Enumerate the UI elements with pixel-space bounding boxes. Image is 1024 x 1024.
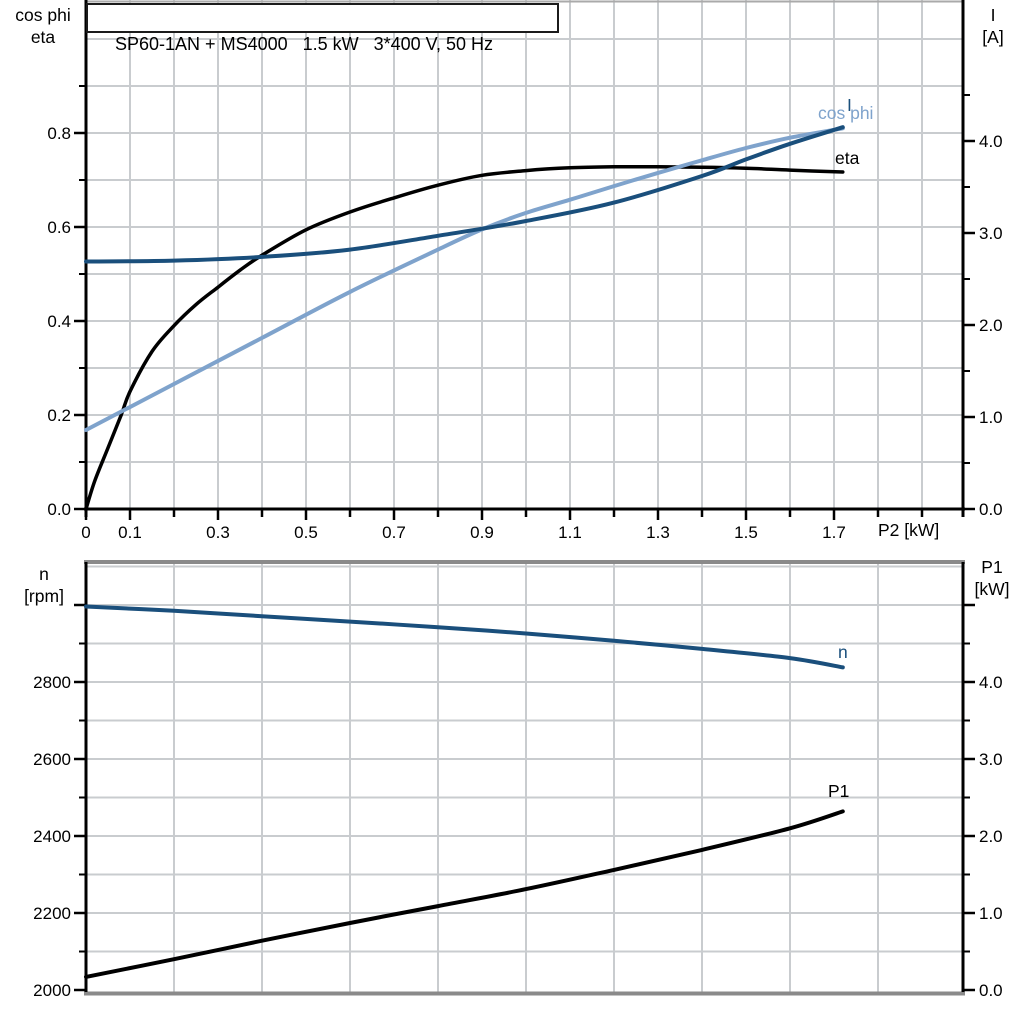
right-tick-label: 0.0 xyxy=(979,981,1003,1000)
right-tick-label: 3.0 xyxy=(979,750,1003,769)
curve-eta xyxy=(84,165,845,511)
left-tick-label: 2800 xyxy=(33,673,71,692)
bottom-left-axis-label: n [rpm] xyxy=(6,563,82,607)
left-tick-label: 0.0 xyxy=(47,500,71,519)
current-curve-label: I xyxy=(847,95,852,115)
left-tick-label: 0.8 xyxy=(47,124,71,143)
curve-I xyxy=(84,125,845,264)
p1-curve-label: P1 xyxy=(828,781,850,801)
x-tick-label: 0 xyxy=(81,523,90,542)
right-tick-label: 2.0 xyxy=(979,316,1003,335)
left-tick-label: 2000 xyxy=(33,981,71,1000)
x-tick-label: 1.1 xyxy=(558,523,582,542)
top-left-axis-line2: eta xyxy=(30,27,56,47)
right-tick-label: 4.0 xyxy=(979,673,1003,692)
left-tick-label: 2200 xyxy=(33,904,71,923)
x-tick-label: 0.9 xyxy=(470,523,494,542)
curve-P1 xyxy=(84,809,845,979)
x-tick-label: 1.7 xyxy=(822,523,846,542)
right-tick-label: 0.0 xyxy=(979,500,1003,519)
x-axis-title: P2 [kW] xyxy=(878,520,940,540)
bottom-left-axis-line1: n xyxy=(39,564,49,584)
curve-n xyxy=(84,604,845,670)
x-tick-label: 0.7 xyxy=(382,523,406,542)
x-tick-label: 1.5 xyxy=(734,523,758,542)
x-tick-label: 0.1 xyxy=(118,523,142,542)
right-tick-label: 2.0 xyxy=(979,827,1003,846)
right-tick-label: 1.0 xyxy=(979,904,1003,923)
left-tick-label: 2600 xyxy=(33,750,71,769)
left-tick-label: 0.6 xyxy=(47,218,71,237)
cos-phi-curve-label: cos phi xyxy=(818,103,874,123)
top-left-axis-line1: cos phi xyxy=(15,5,71,25)
left-tick-label: 0.4 xyxy=(47,312,71,331)
top-right-axis-line1: I xyxy=(990,5,996,25)
speed-curve-label: n xyxy=(838,642,848,662)
curve-cos_phi xyxy=(84,126,845,432)
chart-title: SP60-1AN + MS4000 1.5 kW 3*400 V, 50 Hz xyxy=(115,34,494,54)
chart-title-box: SP60-1AN + MS4000 1.5 kW 3*400 V, 50 Hz xyxy=(86,3,559,54)
right-tick-label: 3.0 xyxy=(979,224,1003,243)
left-tick-label: 0.2 xyxy=(47,406,71,425)
bottom-right-axis-line2: [kW] xyxy=(974,579,1010,599)
right-tick-label: 4.0 xyxy=(979,132,1003,151)
x-tick-label: 0.3 xyxy=(206,523,230,542)
x-tick-label: 0.5 xyxy=(294,523,318,542)
top-left-axis-label: cos phi eta xyxy=(4,4,82,48)
x-tick-label: 1.3 xyxy=(646,523,670,542)
top-right-axis-label: I [A] xyxy=(964,4,1022,48)
eta-curve-label: eta xyxy=(835,148,860,168)
bottom-left-axis-line2: [rpm] xyxy=(24,586,64,606)
top-right-axis-line2: [A] xyxy=(982,27,1004,47)
right-tick-label: 1.0 xyxy=(979,408,1003,427)
bottom-right-axis-label: P1 [kW] xyxy=(962,556,1022,600)
left-tick-label: 2400 xyxy=(33,827,71,846)
bottom-right-axis-line1: P1 xyxy=(981,557,1003,577)
